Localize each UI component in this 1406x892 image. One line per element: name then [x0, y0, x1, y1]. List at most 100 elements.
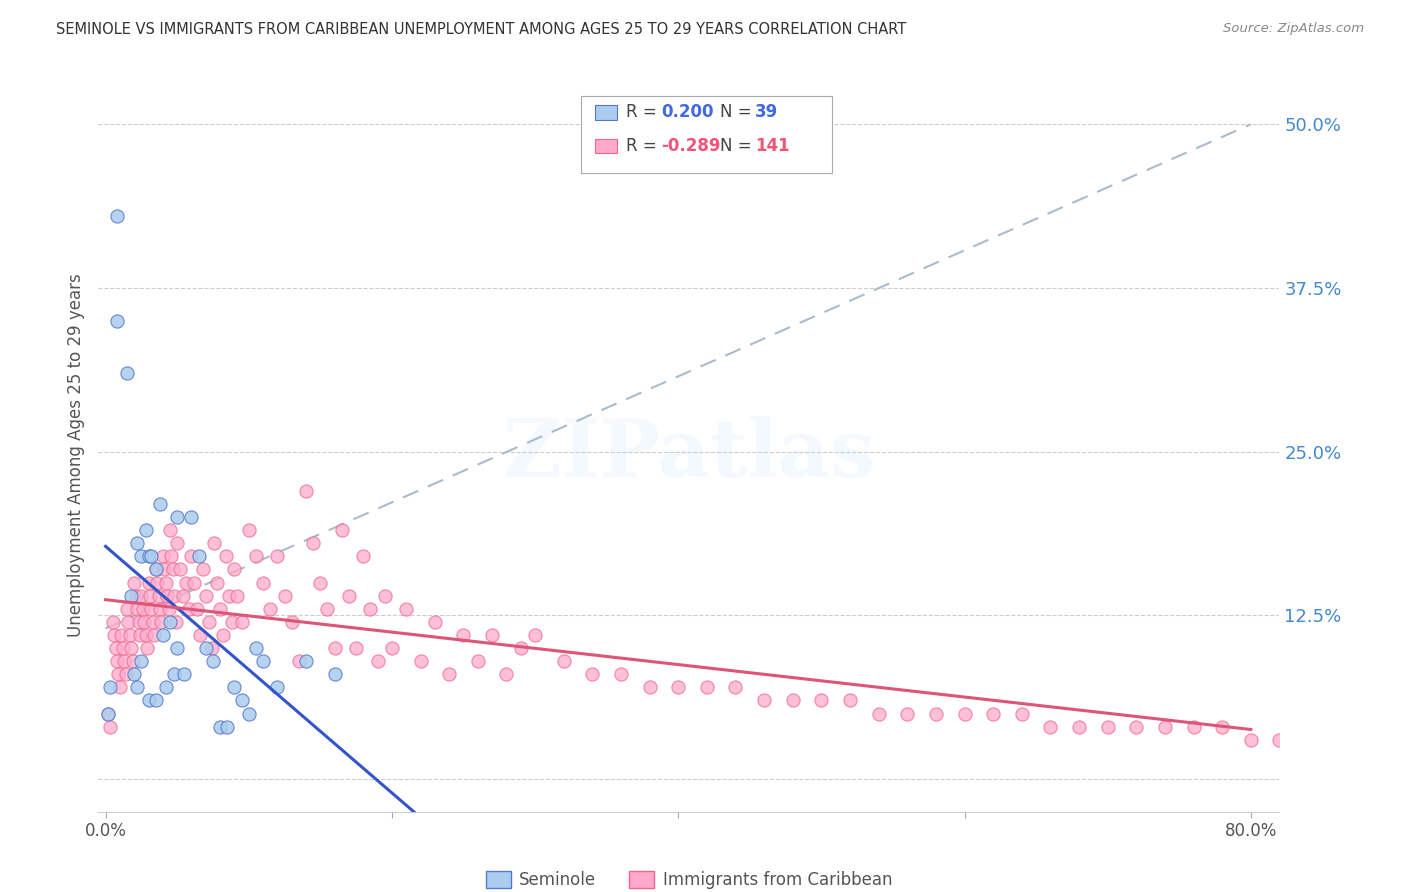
Point: [1097, 720, 1119, 734]
Point: [112, 654, 135, 668]
Point: [186, 601, 208, 615]
Point: [145, 562, 167, 576]
Point: [217, 720, 239, 734]
Point: [323, 641, 346, 656]
Text: R =: R =: [626, 137, 662, 155]
Text: N =: N =: [720, 103, 756, 121]
Point: [1182, 720, 1205, 734]
Point: [110, 628, 132, 642]
Point: [194, 589, 217, 603]
Point: [395, 601, 418, 615]
Point: [104, 641, 127, 656]
Point: [752, 693, 775, 707]
Point: [187, 549, 209, 564]
Point: [352, 549, 374, 564]
Point: [337, 589, 360, 603]
Point: [131, 549, 153, 564]
Point: [209, 720, 232, 734]
Point: [165, 615, 187, 629]
Point: [153, 562, 176, 576]
Point: [163, 667, 186, 681]
Text: -0.289: -0.289: [661, 137, 720, 155]
Point: [359, 601, 381, 615]
Point: [122, 575, 145, 590]
Point: [120, 589, 142, 603]
Point: [202, 536, 225, 550]
Point: [1326, 732, 1348, 747]
Point: [166, 510, 188, 524]
Point: [1125, 720, 1147, 734]
Point: [231, 615, 253, 629]
Point: [839, 693, 862, 707]
Point: [1154, 720, 1177, 734]
Point: [105, 654, 128, 668]
Point: [120, 641, 142, 656]
Point: [666, 681, 689, 695]
Point: [135, 523, 157, 537]
Point: [172, 589, 194, 603]
Point: [132, 601, 155, 615]
Point: [868, 706, 890, 721]
Point: [245, 549, 267, 564]
Point: [152, 549, 174, 564]
Point: [97, 706, 120, 721]
Point: [1354, 732, 1376, 747]
Point: [238, 706, 260, 721]
Point: [367, 654, 389, 668]
Point: [953, 706, 976, 721]
Point: [1011, 706, 1033, 721]
Point: [188, 628, 211, 642]
Point: [925, 706, 948, 721]
Point: [224, 681, 246, 695]
Point: [139, 589, 162, 603]
Point: [524, 628, 547, 642]
Point: [143, 628, 166, 642]
Point: [1067, 720, 1090, 734]
Point: [118, 628, 141, 642]
Point: [162, 562, 184, 576]
Point: [131, 589, 153, 603]
Point: [509, 641, 531, 656]
Point: [149, 497, 172, 511]
Point: [160, 549, 183, 564]
Point: [302, 536, 325, 550]
Point: [124, 589, 146, 603]
Text: ZIPatlas: ZIPatlas: [503, 416, 875, 494]
Point: [224, 562, 246, 576]
Point: [149, 601, 172, 615]
Point: [638, 681, 661, 695]
Point: [163, 589, 186, 603]
Point: [145, 562, 167, 576]
Point: [245, 641, 267, 656]
Text: R =: R =: [626, 103, 662, 121]
Point: [105, 209, 128, 223]
Point: [159, 615, 181, 629]
Point: [155, 681, 177, 695]
Point: [553, 654, 575, 668]
Point: [105, 314, 128, 328]
Point: [782, 693, 804, 707]
Point: [1211, 720, 1233, 734]
Text: 39: 39: [755, 103, 779, 121]
Point: [344, 641, 367, 656]
Point: [481, 628, 503, 642]
Point: [226, 589, 249, 603]
Point: [159, 523, 181, 537]
Point: [177, 601, 200, 615]
Y-axis label: Unemployment Among Ages 25 to 29 years: Unemployment Among Ages 25 to 29 years: [66, 273, 84, 637]
Text: 0.200: 0.200: [661, 103, 713, 121]
Text: SEMINOLE VS IMMIGRANTS FROM CARIBBEAN UNEMPLOYMENT AMONG AGES 25 TO 29 YEARS COR: SEMINOLE VS IMMIGRANTS FROM CARIBBEAN UN…: [56, 22, 907, 37]
Point: [696, 681, 718, 695]
Point: [266, 549, 288, 564]
Point: [581, 667, 603, 681]
Point: [323, 667, 346, 681]
Legend: Seminole, Immigrants from Caribbean: Seminole, Immigrants from Caribbean: [479, 864, 898, 892]
Point: [252, 654, 274, 668]
Point: [134, 615, 156, 629]
Point: [453, 628, 475, 642]
Point: [218, 589, 240, 603]
Point: [330, 523, 353, 537]
Text: N =: N =: [720, 137, 756, 155]
Point: [409, 654, 432, 668]
Point: [166, 641, 188, 656]
